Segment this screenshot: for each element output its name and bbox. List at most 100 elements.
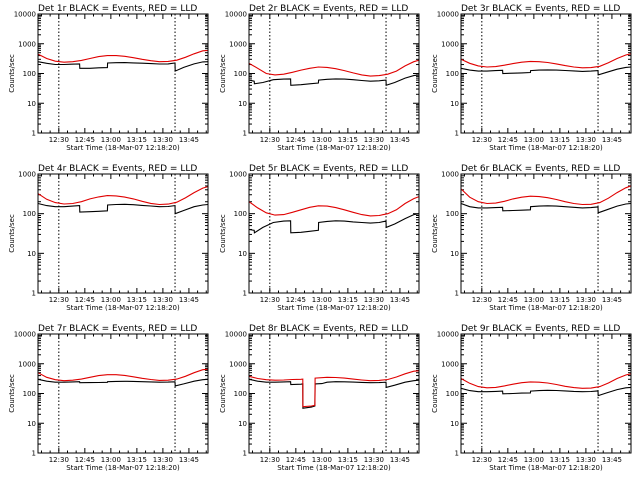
- x-tick-label: 13:15: [338, 136, 358, 144]
- x-tick-label: 13:30: [576, 296, 596, 304]
- y-tick-label: 1000: [441, 171, 459, 179]
- chart-title: Det 3r BLACK = Events, RED = LLD: [461, 4, 620, 14]
- x-axis-label: Start Time (18-Mar-07 12:18:20): [489, 144, 603, 152]
- plot-frame: [248, 333, 420, 454]
- y-tick-label: 10: [27, 420, 36, 428]
- chart-title: Det 6r BLACK = Events, RED = LLD: [461, 164, 620, 174]
- series-events-line: [248, 74, 420, 87]
- x-tick-label: 12:45: [286, 456, 306, 464]
- panel-9: Det 9r BLACK = Events, RED = LLD 1 10 100 10…: [431, 324, 632, 472]
- chart-title: Det 9r BLACK = Events, RED = LLD: [461, 324, 620, 334]
- x-tick-label: 13:00: [524, 456, 544, 464]
- x-tick-label: 13:15: [550, 296, 570, 304]
- x-tick-label: 12:45: [498, 296, 518, 304]
- plot-frame: [460, 173, 632, 294]
- y-tick-label: 10000: [225, 11, 247, 19]
- y-tick-label: 1: [32, 130, 36, 138]
- y-tick-label: 100: [446, 70, 459, 78]
- chart-title: Det 7r BLACK = Events, RED = LLD: [38, 324, 197, 334]
- y-tick-label: 10: [450, 100, 459, 108]
- series-lld-line: [248, 59, 420, 77]
- x-tick-label: 13:45: [390, 136, 410, 144]
- y-tick-label: 1000: [18, 360, 36, 368]
- chart-title: Det 2r BLACK = Events, RED = LLD: [249, 4, 408, 14]
- panel-2: Det 2r BLACK = Events, RED = LLD 1 10 100 10…: [219, 4, 420, 152]
- x-tick-label: 12:30: [472, 456, 492, 464]
- y-tick-label: 1: [455, 290, 459, 298]
- x-axis-label: Start Time (18-Mar-07 12:18:20): [489, 304, 603, 312]
- panel-3: Det 3r BLACK = Events, RED = LLD 1 10 100 10…: [431, 4, 632, 152]
- x-tick-label: 13:30: [153, 296, 173, 304]
- panel-5: Det 5r BLACK = Events, RED = LLD 1 10 100 10…: [219, 164, 420, 312]
- x-tick-label: 13:45: [602, 296, 622, 304]
- x-tick-label: 12:30: [472, 136, 492, 144]
- series-lld-line: [37, 49, 209, 63]
- y-axis-label: Counts/sec: [8, 54, 16, 93]
- x-tick-label: 13:15: [550, 456, 570, 464]
- y-axis-label: Counts/sec: [431, 214, 439, 253]
- x-tick-label: 13:00: [524, 296, 544, 304]
- x-axis-label: Start Time (18-Mar-07 12:18:20): [277, 464, 391, 472]
- x-tick-label: 13:15: [550, 136, 570, 144]
- x-tick-label: 12:30: [49, 296, 69, 304]
- x-tick-label: 13:15: [338, 456, 358, 464]
- x-tick-label: 13:45: [602, 136, 622, 144]
- y-axis-label: Counts/sec: [219, 54, 227, 93]
- plot-frame: [37, 333, 209, 454]
- y-tick-label: 1: [243, 130, 247, 138]
- y-tick-label: 1: [243, 290, 247, 298]
- x-axis-label: Start Time (18-Mar-07 12:18:20): [277, 144, 391, 152]
- x-tick-label: 12:30: [472, 296, 492, 304]
- y-tick-label: 1000: [229, 40, 247, 48]
- x-tick-label: 13:45: [602, 456, 622, 464]
- x-tick-label: 13:00: [312, 296, 332, 304]
- panel-8: Det 8r BLACK = Events, RED = LLD 1 10 100 10…: [219, 324, 420, 472]
- panel-7: Det 7r BLACK = Events, RED = LLD 1 10 100 10…: [8, 324, 209, 472]
- series-events-line: [37, 202, 209, 215]
- y-tick-label: 100: [234, 210, 247, 218]
- x-tick-label: 13:15: [127, 456, 147, 464]
- x-axis-label: Start Time (18-Mar-07 12:18:20): [66, 304, 180, 312]
- y-tick-label: 100: [234, 390, 247, 398]
- y-tick-label: 1000: [18, 171, 36, 179]
- y-tick-label: 1000: [229, 360, 247, 368]
- x-tick-label: 13:30: [364, 136, 384, 144]
- y-tick-label: 10000: [437, 331, 459, 339]
- series-events-line: [37, 61, 209, 72]
- x-tick-label: 12:45: [498, 136, 518, 144]
- x-tick-label: 12:45: [498, 456, 518, 464]
- y-tick-label: 10000: [14, 11, 36, 19]
- x-tick-label: 13:30: [364, 456, 384, 464]
- y-tick-label: 1: [455, 450, 459, 458]
- x-tick-label: 13:00: [312, 456, 332, 464]
- x-tick-label: 13:00: [101, 136, 121, 144]
- x-tick-label: 12:45: [75, 456, 95, 464]
- y-tick-label: 100: [23, 70, 36, 78]
- y-axis-label: Counts/sec: [8, 374, 16, 413]
- x-tick-label: 13:45: [179, 296, 199, 304]
- x-tick-label: 13:30: [364, 296, 384, 304]
- y-axis-label: Counts/sec: [431, 374, 439, 413]
- y-tick-label: 10: [450, 420, 459, 428]
- y-tick-label: 10000: [225, 331, 247, 339]
- x-axis-label: Start Time (18-Mar-07 12:18:20): [66, 144, 180, 152]
- y-tick-label: 10: [238, 100, 247, 108]
- y-tick-label: 1: [455, 130, 459, 138]
- y-tick-label: 10: [450, 250, 459, 258]
- series-lld-line: [248, 370, 420, 408]
- chart-title: Det 1r BLACK = Events, RED = LLD: [38, 4, 197, 14]
- plot-frame: [460, 333, 632, 454]
- x-tick-label: 13:15: [338, 296, 358, 304]
- x-tick-label: 12:30: [260, 136, 280, 144]
- x-tick-label: 13:15: [127, 296, 147, 304]
- series-lld-line: [248, 196, 420, 217]
- x-tick-label: 13:30: [576, 136, 596, 144]
- y-tick-label: 1: [32, 450, 36, 458]
- series-events-line: [248, 378, 420, 409]
- series-events-line: [37, 378, 209, 387]
- x-tick-label: 12:30: [49, 456, 69, 464]
- y-tick-label: 100: [234, 70, 247, 78]
- series-lld-line: [460, 373, 632, 389]
- x-tick-label: 13:45: [179, 456, 199, 464]
